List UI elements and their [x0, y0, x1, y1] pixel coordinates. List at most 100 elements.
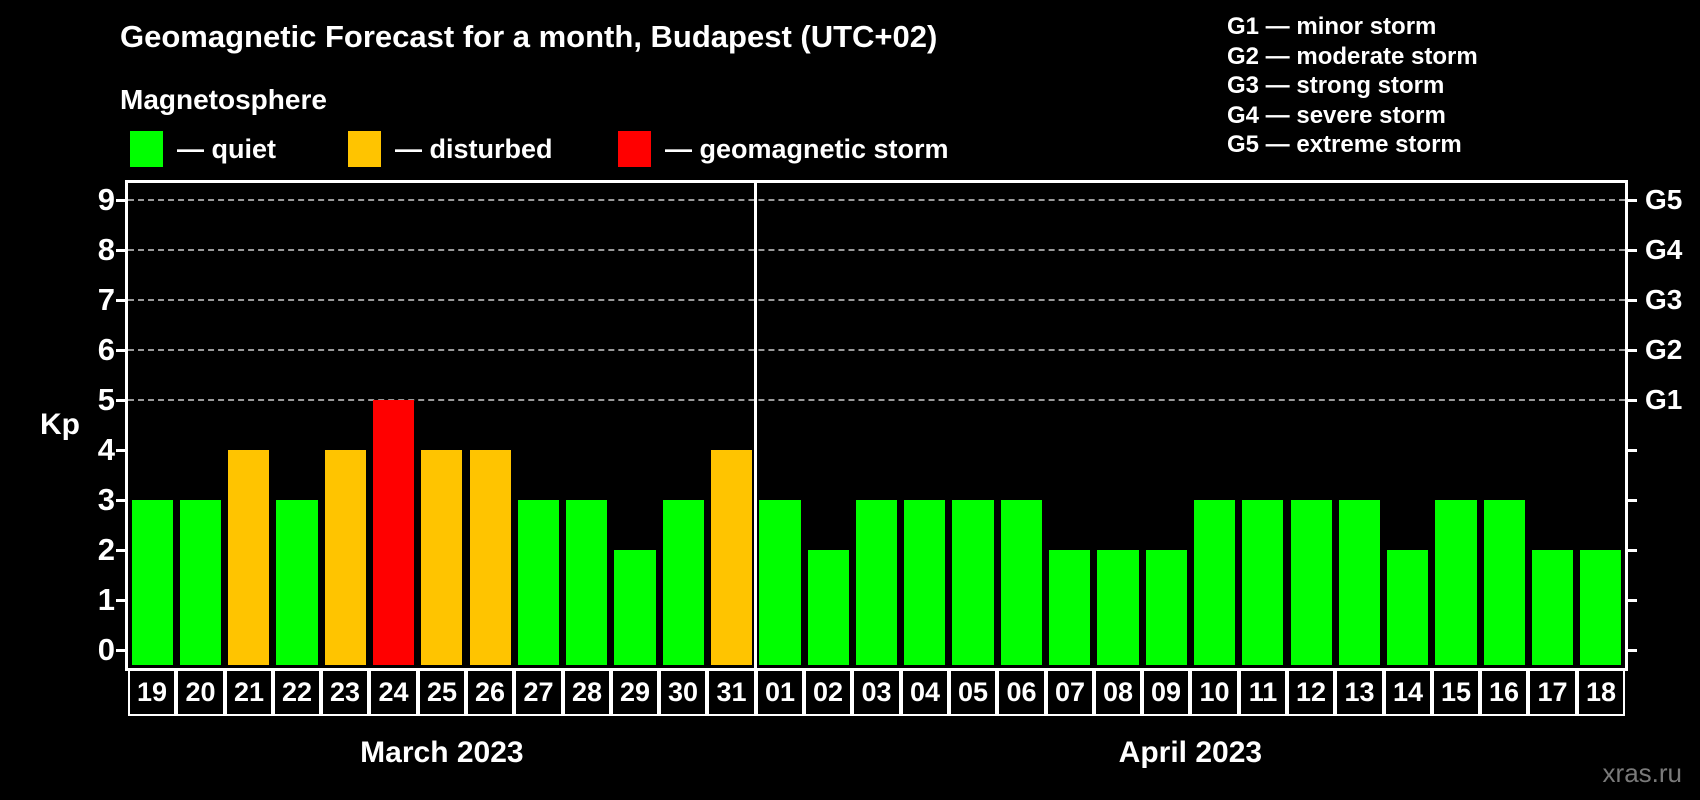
day-label: 01: [756, 668, 804, 716]
grid-line: [128, 199, 1625, 201]
y-axis-tick: [116, 298, 128, 302]
kp-bar: [807, 550, 849, 665]
kp-bar: [1483, 500, 1525, 665]
grid-line: [128, 299, 1625, 301]
y-axis-tick: [116, 348, 128, 352]
day-label: 13: [1335, 668, 1384, 716]
kp-bar: [662, 500, 704, 665]
legend-label: — geomagnetic storm: [665, 133, 949, 164]
y-axis-tick: [116, 248, 128, 252]
chart-subtitle: Magnetosphere: [120, 84, 327, 115]
kp-bar: [1387, 550, 1429, 665]
kp-bar: [1097, 550, 1139, 665]
kp-bar: [179, 500, 222, 665]
kp-bar: [1435, 500, 1477, 665]
legend-item-storm: — geomagnetic storm: [618, 131, 949, 167]
kp-bar: [711, 450, 753, 665]
right-axis-tick: [1625, 198, 1637, 202]
kp-tick-label: 3: [97, 482, 115, 517]
day-label: 25: [418, 668, 466, 716]
day-label: 30: [659, 668, 707, 716]
y-axis-tick: [116, 498, 128, 502]
g-scale-tick-label: G2: [1645, 334, 1683, 365]
y-axis-label: Kp: [40, 408, 80, 441]
kp-tick-label: 2: [97, 532, 115, 567]
y-axis-tick: [116, 448, 128, 452]
g-scale-legend-line: G2 — moderate storm: [1227, 42, 1478, 70]
day-label: 06: [997, 668, 1046, 716]
kp-bar: [517, 500, 560, 665]
day-label: 31: [707, 668, 756, 716]
g-scale-tick-label: G4: [1645, 234, 1683, 265]
day-label: 04: [901, 668, 949, 716]
day-label: 07: [1046, 668, 1094, 716]
g-scale-legend-line: G3 — strong storm: [1227, 72, 1445, 100]
grid-line: [128, 349, 1625, 351]
day-label: 08: [1094, 668, 1142, 716]
day-label: 18: [1577, 668, 1625, 716]
kp-bar: [614, 550, 656, 665]
day-label: 24: [369, 668, 418, 716]
legend-label: — quiet: [177, 133, 276, 164]
kp-tick-label: 6: [97, 332, 115, 367]
legend-item-quiet: — quiet: [130, 131, 276, 167]
grid-line: [128, 399, 1625, 401]
kp-bar: [276, 500, 318, 665]
kp-bar: [1193, 500, 1236, 665]
chart-title: Geomagnetic Forecast for a month, Budape…: [120, 19, 938, 54]
kp-bar: [421, 450, 463, 665]
day-label: 14: [1384, 668, 1432, 716]
g-scale-legend-line: G4 — severe storm: [1227, 101, 1446, 129]
kp-bar: [469, 450, 511, 665]
day-label: 27: [514, 668, 563, 716]
kp-bar: [1049, 550, 1091, 665]
kp-bar: [228, 450, 270, 665]
kp-tick-label: 1: [97, 582, 115, 617]
day-label: 12: [1287, 668, 1335, 716]
watermark: xras.ru: [1602, 758, 1682, 788]
kp-bar: [904, 500, 946, 665]
kp-tick-label: 0: [97, 632, 115, 667]
day-label: 28: [563, 668, 611, 716]
kp-tick-label: 4: [97, 432, 115, 467]
day-label: 15: [1432, 668, 1480, 716]
kp-tick-label: 5: [97, 382, 115, 417]
g-scale-tick-label: G5: [1645, 184, 1683, 215]
day-label: 16: [1480, 668, 1528, 716]
kp-bar: [324, 450, 366, 665]
day-label: 05: [949, 668, 997, 716]
day-label: 11: [1239, 668, 1287, 716]
right-axis-tick: [1625, 598, 1637, 602]
storm-swatch: [618, 131, 651, 167]
g-scale-tick-label: G3: [1645, 284, 1683, 315]
right-axis-tick: [1625, 648, 1637, 652]
month-label: April 2023: [1118, 736, 1263, 769]
kp-bar: [373, 400, 415, 665]
g-scale-legend-line: G1 — minor storm: [1227, 13, 1437, 40]
day-label: 22: [273, 668, 321, 716]
kp-bar: [1000, 500, 1042, 665]
month-label: March 2023: [360, 736, 524, 769]
day-label: 03: [852, 668, 901, 716]
y-axis-tick: [116, 198, 128, 202]
day-label: 17: [1528, 668, 1577, 716]
g-scale-tick-label: G1: [1645, 384, 1683, 415]
kp-bar: [855, 500, 898, 665]
month-separator-line: [754, 183, 758, 668]
kp-bar: [1145, 550, 1187, 665]
quiet-swatch: [130, 131, 163, 167]
y-axis-tick: [116, 548, 128, 552]
kp-tick-label: 8: [97, 232, 115, 267]
day-label: 02: [804, 668, 852, 716]
y-axis-tick: [116, 648, 128, 652]
grid-line: [128, 249, 1625, 251]
disturbed-swatch: [348, 131, 381, 167]
kp-bar: [131, 500, 173, 665]
kp-bar: [566, 500, 608, 665]
kp-tick-label: 9: [97, 182, 115, 217]
kp-bar: [1531, 550, 1574, 665]
g-scale-legend-line: G5 — extreme storm: [1227, 131, 1462, 159]
kp-bar: [952, 500, 994, 665]
right-axis-tick: [1625, 398, 1637, 402]
